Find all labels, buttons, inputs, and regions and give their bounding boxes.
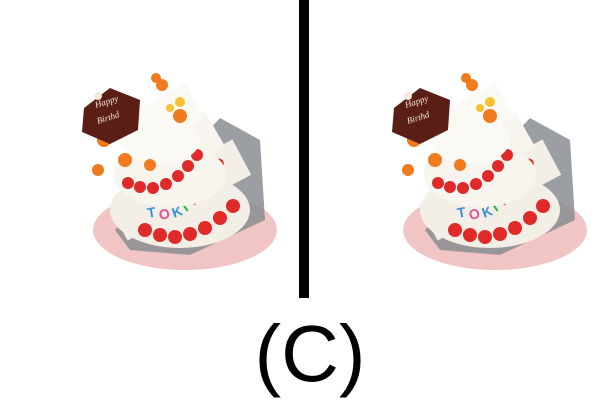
vertical-divider bbox=[299, 0, 309, 298]
cake-image-right bbox=[380, 60, 590, 280]
figure-caption: (C) bbox=[254, 309, 366, 398]
cake-illustration-left bbox=[70, 60, 280, 280]
cake-image-left bbox=[70, 60, 280, 280]
cake-illustration-right bbox=[380, 60, 590, 280]
